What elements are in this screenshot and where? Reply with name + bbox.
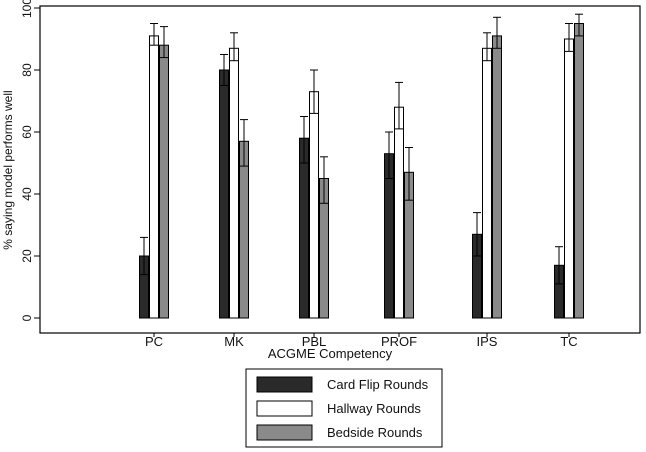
bar	[564, 38, 574, 319]
y-tick-label: 0	[20, 314, 34, 321]
legend-label: Hallway Rounds	[327, 401, 421, 416]
bar	[574, 23, 584, 319]
legend: Card Flip Rounds Hallway Rounds Bedside Ro…	[245, 368, 443, 448]
y-tick-label: 100	[20, 0, 34, 18]
bar	[219, 69, 229, 319]
bar	[159, 44, 169, 319]
x-axis: PC MK PBL PROF IPS TC	[145, 333, 578, 349]
y-tick-label: 20	[20, 249, 34, 263]
y-tick-label: 60	[20, 125, 34, 139]
bar	[309, 91, 319, 319]
bar	[239, 140, 249, 319]
x-tick-label: MK	[224, 334, 244, 349]
bar	[482, 47, 492, 319]
legend-swatch	[256, 376, 313, 393]
x-tick-label: TC	[560, 334, 577, 349]
legend-label: Card Flip Rounds	[327, 377, 429, 392]
bar	[299, 137, 309, 319]
y-axis-label: % saying model performs well	[1, 90, 15, 249]
x-axis-label: ACGME Competency	[268, 346, 393, 361]
bar	[394, 106, 404, 319]
legend-swatch	[256, 424, 313, 441]
x-tick-label: PC	[145, 334, 163, 349]
x-tick-label: PBL	[302, 334, 327, 349]
y-tick-label: 80	[20, 63, 34, 77]
legend-swatch	[256, 400, 313, 417]
bar	[492, 35, 502, 319]
bar	[229, 47, 239, 319]
legend-label: Bedside Rounds	[327, 425, 423, 440]
x-tick-label: IPS	[477, 334, 498, 349]
y-tick-label: 40	[20, 187, 34, 201]
bar-series-group	[139, 13, 584, 319]
y-axis: 0 20 40 60 80 100	[20, 0, 40, 321]
x-tick-label: PROF	[381, 334, 417, 349]
bar	[149, 35, 159, 319]
plot-frame	[39, 5, 641, 334]
